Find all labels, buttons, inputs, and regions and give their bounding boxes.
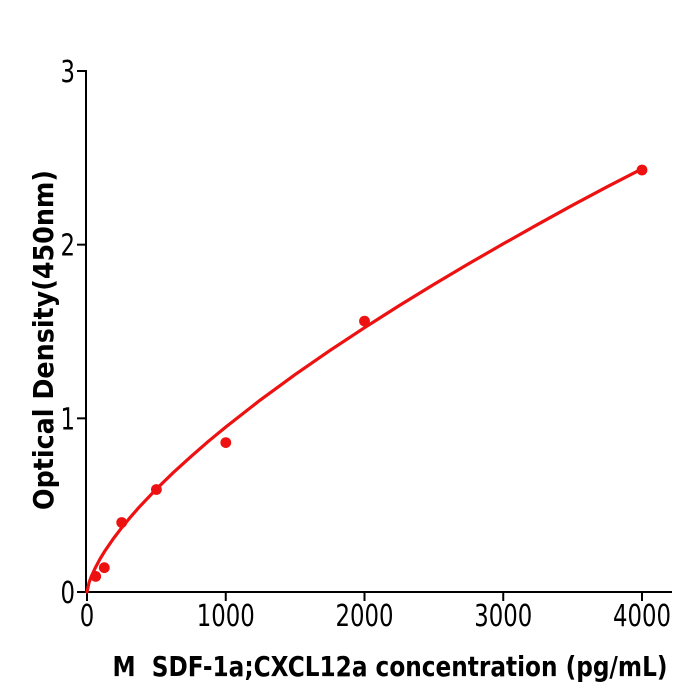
y-tick-label: 1 (61, 402, 76, 437)
data-point (220, 437, 232, 448)
data-point (636, 164, 648, 176)
data-point (116, 517, 128, 528)
y-axis-title: Optical Density(450nm) (27, 170, 60, 510)
x-tick-label: 0 (80, 599, 95, 634)
fit-curve-layer (85, 167, 644, 594)
data-point (90, 571, 102, 582)
axes-layer: 0 1000 2000 3000 4000 0 1 2 3 (61, 55, 672, 634)
data-point (98, 562, 110, 574)
x-tick-label: 3000 (474, 599, 532, 634)
data-point (359, 315, 370, 327)
y-tick-label: 0 (61, 576, 76, 611)
y-tick-label: 2 (61, 229, 76, 264)
x-axis-title: M SDF-1a;CXCL12a concentration (pg/mL) (113, 650, 668, 683)
y-tick-label: 3 (61, 55, 76, 90)
data-point (151, 484, 162, 495)
x-tick-label: 2000 (336, 599, 394, 634)
x-tick-label: 1000 (197, 599, 255, 634)
fit-curve-path (85, 167, 644, 594)
data-points-layer (90, 164, 648, 582)
x-tick-label: 4000 (613, 599, 671, 634)
